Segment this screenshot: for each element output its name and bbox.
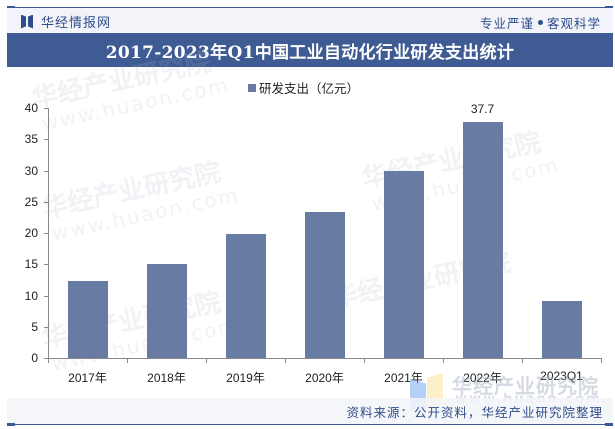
x-tick-label: 2018年	[147, 371, 186, 385]
slogan-right: 客观科学	[546, 16, 601, 31]
x-tick-mark	[364, 358, 365, 363]
y-tick-label: 10	[24, 288, 38, 303]
y-tick-mark	[44, 326, 48, 328]
x-tick-label: 2020年	[305, 371, 344, 385]
y-tick-label: 30	[24, 163, 38, 178]
bar-2020年	[304, 211, 345, 358]
y-axis	[48, 108, 49, 359]
slogan-left: 专业严谨	[479, 16, 534, 31]
y-tick-mark	[44, 201, 48, 203]
bar-value-label: 37.7	[470, 102, 495, 117]
y-tick-label: 0	[31, 351, 38, 365]
top-border-cap-left	[7, 6, 15, 9]
y-tick-mark	[44, 139, 48, 141]
watermark-text: 华经产业研究院	[39, 157, 224, 225]
y-tick-label: 5	[31, 319, 38, 334]
x-axis	[48, 358, 601, 359]
bottom-border-line	[7, 424, 613, 425]
watermark-url: www.huaon.com	[39, 72, 232, 136]
y-tick-mark	[44, 233, 48, 234]
y-tick-mark	[44, 108, 48, 109]
x-tick-mark	[127, 358, 128, 363]
bar-2018年	[146, 264, 187, 358]
header-bar: 华经情报网 专业严谨 客观科学	[7, 8, 613, 33]
top-border-line	[7, 7, 613, 8]
source-note: 资料来源：公开资料，华经产业研究院整理	[346, 405, 603, 420]
brand-name: 华经情报网	[41, 16, 112, 31]
x-tick-label: 2017年	[68, 371, 107, 385]
watermark-text: 华经产业研究院	[39, 287, 224, 355]
bar-2023Q1	[541, 301, 582, 358]
chart-legend: 研发支出（亿元）	[248, 78, 359, 97]
bar-2022年	[462, 122, 503, 358]
brand: 华经情报网	[21, 12, 111, 31]
y-tick-mark	[44, 264, 48, 266]
y-tick-mark	[44, 295, 48, 297]
watermark-footer-text: 华经产业研究院	[452, 374, 599, 398]
x-tick-mark	[443, 358, 444, 363]
x-tick-mark	[522, 358, 523, 363]
y-tick-label: 40	[24, 101, 38, 115]
y-tick-label: 25	[24, 194, 38, 209]
bar-2017年	[67, 281, 108, 358]
legend-swatch-icon	[248, 83, 256, 92]
x-tick-label: 2022年	[463, 371, 502, 385]
slogan: 专业严谨 客观科学	[480, 13, 601, 32]
x-tick-mark	[206, 358, 207, 363]
y-tick-mark	[44, 358, 48, 359]
bottom-border-cap-left	[7, 423, 15, 426]
x-tick-mark	[285, 358, 286, 363]
footer-bar	[7, 398, 613, 424]
bar-2021年	[383, 171, 424, 358]
x-tick-label: 2023Q1	[540, 369, 583, 383]
x-tick-mark	[48, 358, 49, 363]
bullet-dot-icon	[537, 20, 543, 25]
brand-logo-icon	[21, 15, 33, 29]
bar-2019年	[225, 234, 266, 358]
x-tick-label: 2019年	[226, 371, 265, 385]
chart-title: 2017-2023年Q1中国工业自动化行业研发支出统计	[105, 42, 515, 63]
legend-label: 研发支出（亿元）	[259, 81, 360, 96]
watermark-url: www.huaon.com	[49, 182, 242, 246]
x-tick-mark	[601, 358, 602, 363]
top-border-cap-right	[605, 6, 613, 9]
y-tick-label: 15	[24, 257, 38, 272]
title-bar: 2017-2023年Q1中国工业自动化行业研发支出统计	[7, 33, 613, 67]
y-tick-mark	[44, 170, 48, 172]
bottom-border-cap-right	[605, 423, 613, 426]
y-tick-label: 35	[24, 132, 38, 147]
y-tick-label: 20	[24, 226, 38, 240]
